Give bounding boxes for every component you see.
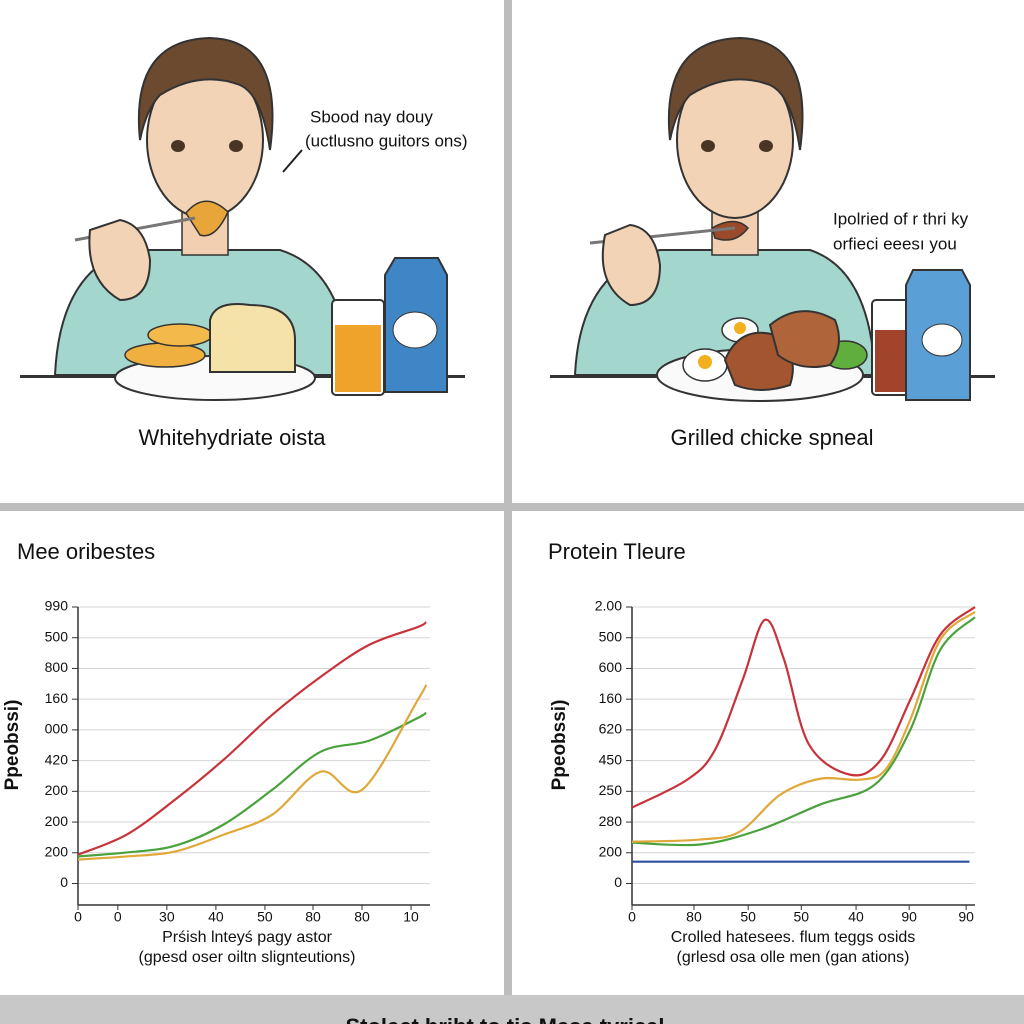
x-tick-label: 40 (208, 909, 224, 925)
hair (137, 36, 274, 151)
series-line (631, 606, 976, 809)
y-tick-label: 200 (45, 843, 69, 859)
x-axis-label: (gpesd oser oiltn slignteutions) (138, 949, 355, 966)
caption: Whitehydriate oista (138, 425, 326, 450)
y-tick-label: 800 (45, 659, 69, 675)
pointer (282, 149, 303, 173)
x-tick-label: 30 (159, 909, 175, 925)
y-tick-label: 2.00 (595, 598, 622, 614)
y-tick-label: 500 (599, 628, 623, 644)
y-tick-label: 0 (614, 874, 622, 890)
x-tick-label: 0 (628, 909, 636, 925)
y-tick-label: 200 (45, 782, 69, 798)
y-tick-label: 420 (45, 751, 69, 767)
x-tick-label: 90 (958, 909, 974, 925)
x-tick-label: 0 (114, 909, 122, 925)
y-tick-label: 0 (60, 874, 68, 890)
banner (0, 995, 1024, 1024)
x-tick-label: 40 (848, 909, 864, 925)
caption: Grilled chicke spneal (671, 425, 874, 450)
y-tick-label: 160 (599, 690, 623, 706)
x-tick-label: 80 (686, 909, 702, 925)
series-line (77, 711, 427, 858)
illustration-right (550, 36, 995, 402)
annotation: orfieci eeesı you (833, 234, 957, 253)
x-axis-label: (grlesd osa olle men (gan ations) (676, 949, 909, 966)
annotation: Sbood nay douy (310, 107, 433, 126)
y-tick-label: 000 (45, 721, 69, 737)
y-tick-label: 450 (599, 751, 623, 767)
x-axis-label: Prśish lnteyś pagy astor (162, 929, 333, 946)
chart-title: Mee oribestes (17, 539, 155, 564)
egg-yolk (734, 322, 746, 334)
series-line (631, 611, 976, 843)
chicken (768, 310, 840, 368)
juice (335, 325, 381, 392)
eye (701, 140, 715, 152)
y-axis-label: Ppeobssi) (549, 700, 570, 791)
food-bite (711, 220, 749, 241)
y-tick-label: 200 (599, 843, 623, 859)
eye (759, 140, 773, 152)
y-tick-label: 280 (599, 813, 623, 829)
series-line (77, 621, 427, 856)
y-tick-label: 500 (45, 628, 69, 644)
x-tick-label: 50 (793, 909, 809, 925)
x-tick-label: 0 (74, 909, 82, 925)
divider-horizontal (0, 503, 1024, 511)
x-tick-label: 90 (901, 909, 917, 925)
series-line (631, 616, 976, 847)
hair (667, 36, 804, 151)
x-tick-label: 10 (403, 909, 419, 925)
banner-text: Stolect bribt to tis Mesa tyrical (345, 1014, 664, 1024)
carton-logo (392, 311, 438, 349)
x-axis-label: Crolled hatesees. flum teggs osids (671, 929, 916, 946)
x-tick-label: 80 (354, 909, 370, 925)
eye (229, 140, 243, 152)
y-tick-label: 200 (45, 813, 69, 829)
hand (88, 218, 152, 302)
x-tick-label: 80 (305, 909, 321, 925)
carton-logo (921, 323, 963, 357)
y-tick-label: 160 (45, 690, 69, 706)
y-tick-label: 600 (599, 659, 623, 675)
y-tick-label: 620 (599, 721, 623, 737)
illustration-left (20, 36, 465, 401)
eye (171, 140, 185, 152)
annotation: Ipolried of r thri ky (833, 209, 969, 228)
egg-yolk (698, 355, 712, 369)
y-tick-label: 990 (45, 598, 69, 614)
potato (147, 323, 213, 347)
hand (601, 223, 662, 307)
annotation: (uctlusno guitors ons) (305, 131, 468, 150)
x-tick-label: 50 (257, 909, 273, 925)
series-line (77, 684, 428, 861)
divider-vertical (504, 0, 512, 995)
chart-title: Protein Tleure (548, 539, 686, 564)
y-axis-label: Ppeobssi) (2, 700, 23, 791)
potato (124, 342, 206, 368)
bread (209, 303, 296, 373)
x-tick-label: 50 (740, 909, 756, 925)
food-bite (185, 200, 229, 237)
y-tick-label: 250 (599, 782, 623, 798)
